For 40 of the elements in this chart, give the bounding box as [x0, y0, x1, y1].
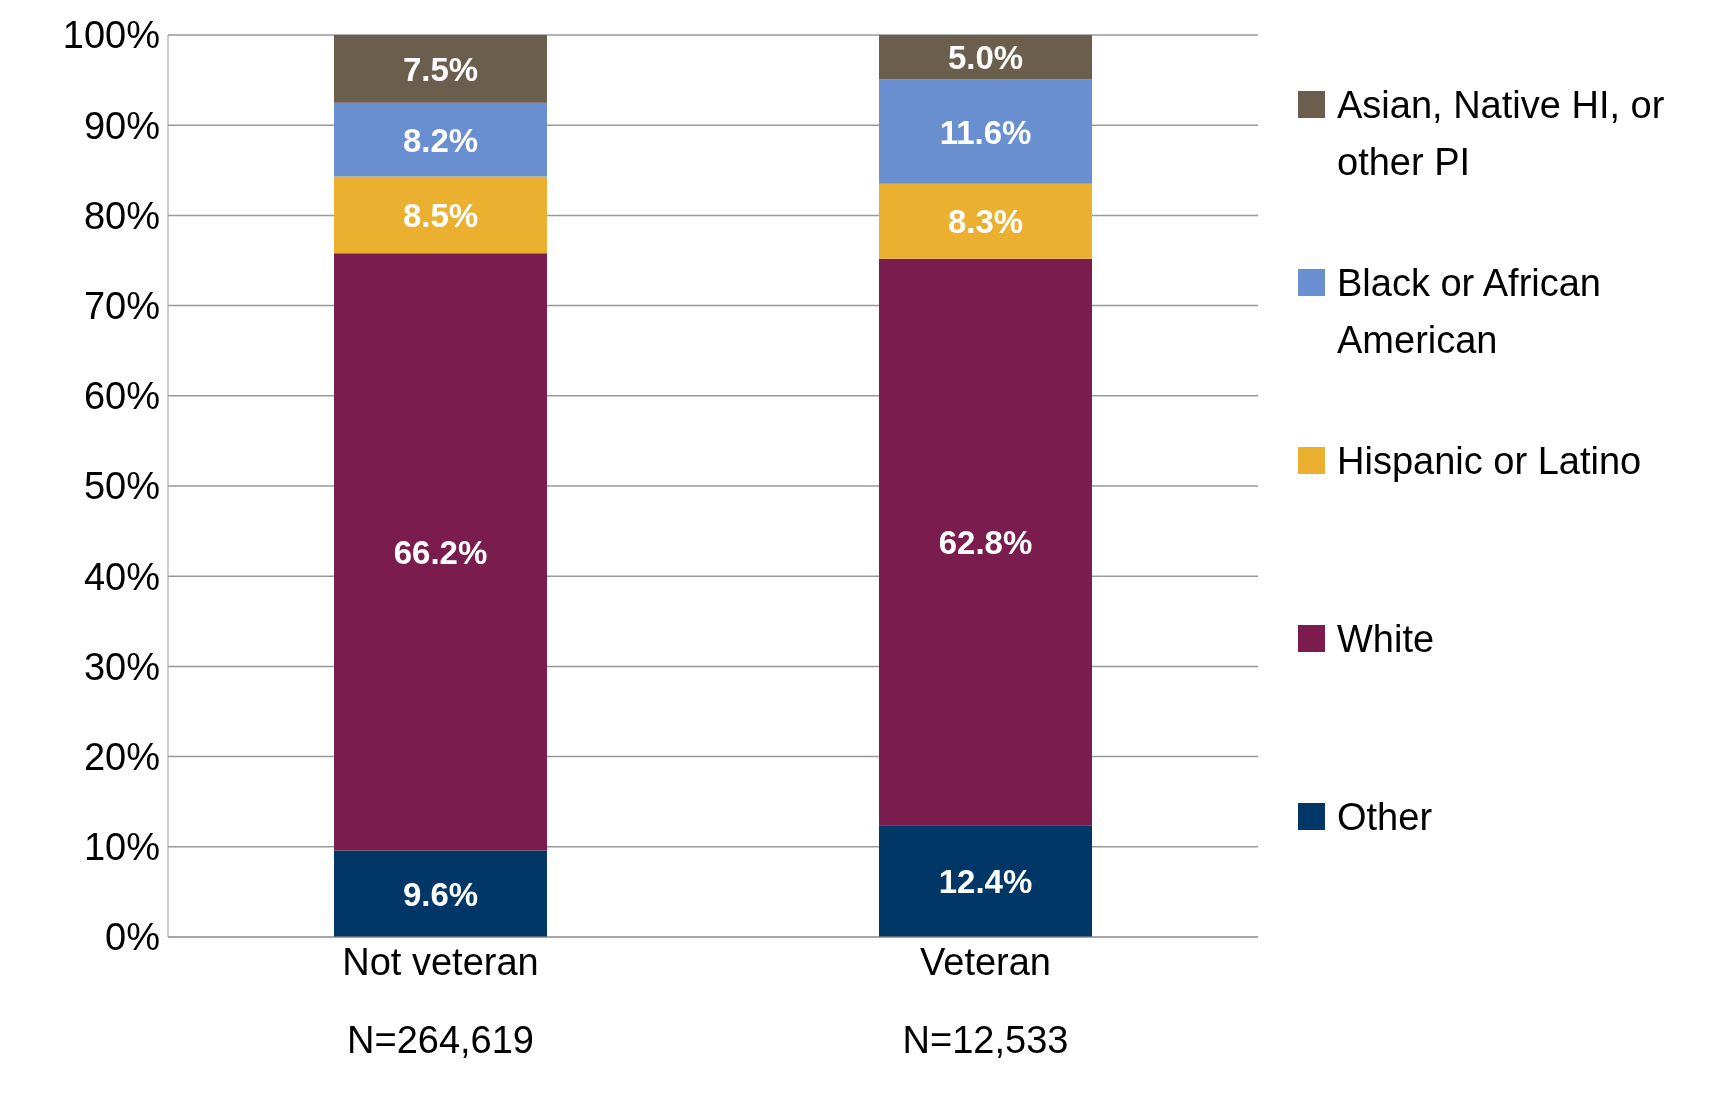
- y-tick-label: 80%: [83, 194, 160, 237]
- bar: [334, 35, 547, 103]
- text: N=264,619: [347, 1019, 534, 1061]
- bar: [879, 183, 1092, 259]
- data-label: 8.3%: [947, 203, 1024, 241]
- y-tick-label: 0%: [105, 916, 160, 959]
- data-label: 5.0%: [947, 39, 1024, 77]
- data-label: 9.6%: [402, 875, 479, 913]
- y-tick-label: 10%: [83, 826, 160, 869]
- bar: [879, 35, 1092, 80]
- y-tick-label: 20%: [83, 736, 160, 779]
- data-label: 8.5%: [402, 196, 479, 234]
- y-tick-label: 100%: [62, 14, 160, 57]
- bar: [879, 258, 1092, 826]
- y-tick-label: 30%: [83, 645, 160, 688]
- text: N=12,533: [902, 1019, 1069, 1061]
- bar: [879, 825, 1092, 937]
- y-tick-label: 70%: [83, 285, 160, 328]
- bar: [334, 850, 547, 937]
- data-label: 8.2%: [402, 121, 479, 159]
- x-tick-label: Veteran: [920, 941, 1051, 983]
- legend-label: Black or African American: [1337, 261, 1602, 363]
- data-label: 11.6%: [939, 113, 1032, 151]
- bar: [334, 102, 547, 177]
- legend-label: White: [1337, 617, 1435, 662]
- legend-label: Hispanic or Latino: [1337, 439, 1642, 484]
- x-tick-label: Not veteran: [342, 941, 539, 983]
- y-tick-label: 90%: [83, 104, 160, 147]
- data-label: 66.2%: [393, 533, 488, 571]
- legend-label: Asian, Native HI, or other PI: [1337, 83, 1666, 185]
- bar: [334, 253, 547, 851]
- bar: [879, 79, 1092, 184]
- y-tick-label: 40%: [83, 555, 160, 598]
- data-label: 7.5%: [402, 50, 479, 88]
- data-label: 12.4%: [938, 863, 1033, 901]
- legend-label: Other: [1337, 795, 1433, 840]
- y-tick-label: 50%: [83, 465, 160, 508]
- y-tick-label: 60%: [83, 375, 160, 418]
- bar: [334, 176, 547, 254]
- data-label: 62.8%: [938, 523, 1033, 561]
